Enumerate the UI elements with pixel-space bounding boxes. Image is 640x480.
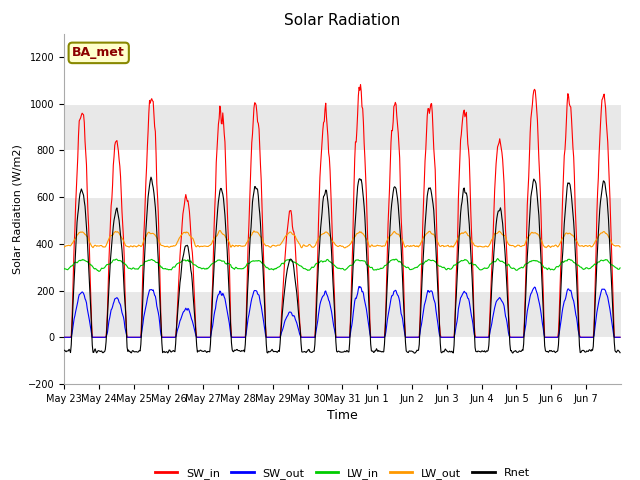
SW_out: [401, 331, 408, 337]
SW_out: [616, 335, 624, 340]
LW_out: [432, 237, 440, 242]
SW_out: [228, 335, 236, 340]
SW_in: [126, 335, 134, 340]
Line: Rnet: Rnet: [64, 177, 620, 353]
LW_in: [95, 268, 102, 274]
Bar: [64, 197, 621, 244]
SW_out: [355, 284, 363, 289]
LW_in: [60, 265, 68, 271]
Rnet: [616, 350, 624, 356]
LW_out: [228, 242, 236, 248]
SW_in: [277, 327, 285, 333]
LW_in: [126, 265, 134, 271]
Text: BA_met: BA_met: [72, 47, 125, 60]
Rnet: [60, 348, 68, 353]
Rnet: [277, 330, 285, 336]
LW_out: [256, 232, 264, 238]
Rnet: [432, 246, 440, 252]
SW_in: [432, 197, 440, 203]
SW_in: [124, 335, 131, 340]
Line: LW_in: LW_in: [64, 259, 620, 271]
LW_out: [125, 244, 133, 250]
LW_out: [60, 244, 68, 250]
SW_out: [256, 297, 264, 302]
SW_in: [228, 335, 236, 340]
SW_out: [277, 333, 285, 338]
Bar: [64, 290, 621, 337]
SW_out: [124, 335, 132, 340]
SW_in: [401, 321, 408, 326]
Line: LW_out: LW_out: [64, 230, 620, 248]
Bar: [64, 104, 621, 150]
LW_out: [616, 244, 624, 250]
LW_out: [340, 245, 348, 251]
SW_out: [432, 307, 440, 313]
SW_out: [60, 335, 68, 340]
X-axis label: Time: Time: [327, 409, 358, 422]
Rnet: [125, 348, 133, 354]
SW_in: [616, 335, 624, 340]
Line: SW_in: SW_in: [64, 84, 620, 337]
LW_out: [216, 228, 224, 233]
Rnet: [256, 211, 264, 216]
LW_in: [431, 259, 439, 264]
LW_in: [616, 265, 624, 271]
SW_in: [256, 144, 264, 150]
LW_in: [228, 264, 236, 270]
Legend: SW_in, SW_out, LW_in, LW_out, Rnet: SW_in, SW_out, LW_in, LW_out, Rnet: [151, 464, 534, 480]
LW_out: [277, 241, 285, 247]
Title: Solar Radiation: Solar Radiation: [284, 13, 401, 28]
Rnet: [400, 309, 408, 315]
SW_out: [126, 335, 134, 340]
LW_in: [277, 262, 285, 268]
SW_in: [356, 82, 364, 87]
LW_in: [400, 263, 408, 269]
Line: SW_out: SW_out: [64, 287, 620, 337]
Y-axis label: Solar Radiation (W/m2): Solar Radiation (W/m2): [12, 144, 22, 274]
Rnet: [228, 347, 236, 353]
Rnet: [411, 350, 419, 356]
LW_in: [256, 258, 264, 264]
SW_in: [60, 335, 68, 340]
LW_out: [401, 244, 408, 250]
LW_in: [493, 256, 501, 262]
Rnet: [147, 174, 155, 180]
